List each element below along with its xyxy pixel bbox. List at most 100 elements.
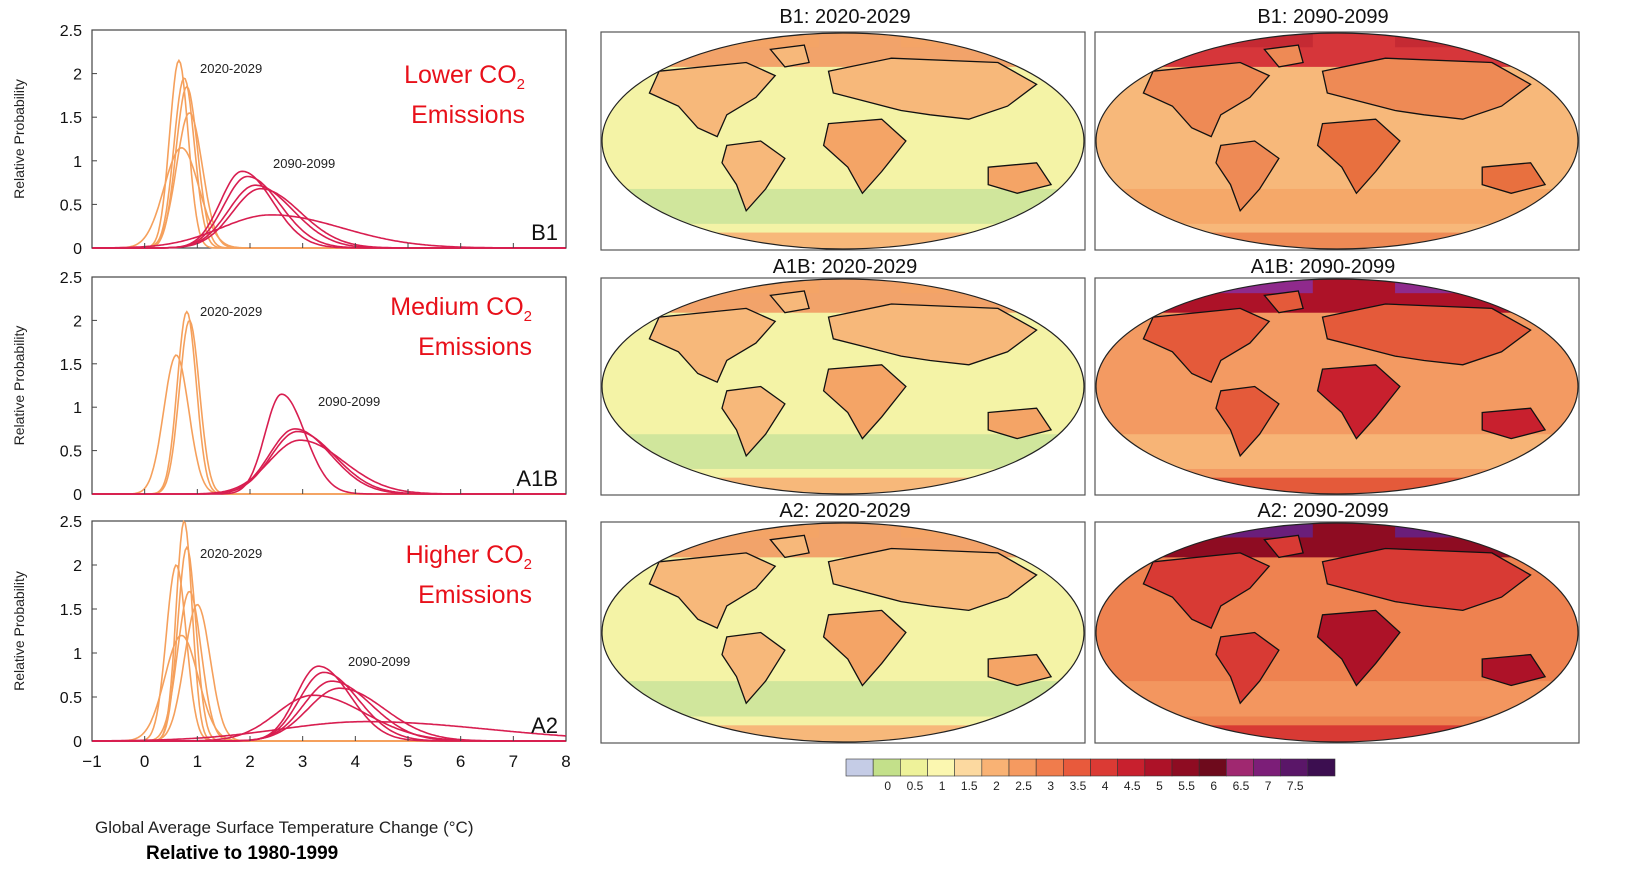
panel-tag: B1 — [531, 220, 558, 245]
colorbar-swatch — [927, 758, 955, 777]
y-tick-label: 0.5 — [60, 690, 82, 707]
landmass-eurasia — [827, 57, 1038, 120]
colorbar-swatch — [1226, 758, 1254, 777]
map-panel — [600, 31, 1086, 251]
y-tick-label: 1 — [73, 154, 82, 171]
x-axis-subtitle: Relative to 1980-1999 — [146, 843, 339, 864]
map-outline — [601, 522, 1085, 743]
scenario-label-a1b: Medium CO2 Emissions — [390, 293, 532, 361]
x-tick-label: 1 — [193, 752, 202, 771]
southern-ocean-band — [1096, 188, 1578, 224]
y-tick-label: 2 — [73, 558, 82, 575]
x-tick-label: 3 — [298, 752, 307, 771]
colorbar-swatch — [1035, 758, 1064, 777]
map-title-a1b-early: A1B: 2020-2029 — [772, 256, 918, 278]
x-tick-label: 8 — [561, 752, 570, 771]
colorbar-label: 6.5 — [1233, 779, 1250, 793]
map-panel — [1094, 521, 1580, 744]
early-period-label: 2020-2029 — [200, 546, 262, 561]
landmass-australia — [987, 407, 1053, 440]
y-tick-label: 1.5 — [60, 602, 82, 619]
colorbar-swatch — [1307, 758, 1336, 777]
colorbar-swatch — [1117, 758, 1146, 777]
colorbar-label: 4 — [1102, 779, 1109, 793]
colorbar-label: 3.5 — [1070, 779, 1087, 793]
southern-ocean-band — [602, 188, 1084, 224]
map-panel — [1094, 31, 1580, 251]
panel-tag: A2 — [531, 713, 558, 738]
southern-ocean-band — [602, 681, 1084, 717]
landmass-australia — [1481, 653, 1547, 687]
y-tick-label: 2 — [73, 67, 82, 84]
landmass-south-america — [1215, 631, 1280, 705]
pdf-panel-a1b: 2.5 2 1.5 1 0.5 0 Relative Probability A1B 2020-… — [11, 270, 567, 504]
landmass-africa — [822, 364, 907, 440]
y-tick-label: 0.5 — [60, 444, 82, 461]
map-title-a2-early: A2: 2020-2029 — [779, 500, 911, 522]
colorbar-swatch — [1171, 758, 1200, 777]
colorbar-swatch — [981, 758, 1010, 777]
y-axis-label: Relative Probability — [11, 326, 27, 446]
colorbar-swatch — [1253, 758, 1281, 777]
map-title-b1-late: B1: 2090-2099 — [1257, 6, 1389, 28]
landmass-africa — [1316, 609, 1401, 687]
landmass-eurasia — [1321, 303, 1532, 366]
landmass-eurasia — [1321, 57, 1532, 120]
landmass-north-america — [1142, 552, 1271, 629]
landmass-eurasia — [1321, 547, 1532, 612]
map-outline — [601, 278, 1085, 495]
colorbar-swatch — [954, 758, 983, 777]
late-period-label: 2090-2099 — [273, 156, 335, 171]
landmass-greenland — [769, 534, 810, 559]
y-tick-label: 2.5 — [60, 270, 82, 287]
southern-ocean-band — [1096, 681, 1578, 717]
landmass-africa — [822, 609, 907, 687]
map-outline — [1095, 522, 1579, 743]
y-tick-label: 1.5 — [60, 110, 82, 127]
y-axis-label: Relative Probability — [11, 79, 27, 199]
landmass-south-america — [721, 631, 786, 705]
map-outline — [1095, 32, 1579, 250]
pdf-panel-b1: 2.5 2 1.5 1 0.5 0 Relative Probability B1 2020-2… — [11, 23, 567, 258]
x-tick-label: 0 — [140, 752, 149, 771]
colorbar-label: 1.5 — [961, 779, 978, 793]
landmass-eurasia — [827, 547, 1038, 612]
colorbar-swatch — [900, 758, 928, 777]
x-tick-label: 2 — [245, 752, 254, 771]
colorbar-swatch — [1280, 758, 1309, 777]
pdf-panels: 2.5 2 1.5 1 0.5 0 Relative Probability B1 2020-2… — [11, 23, 571, 771]
pdf-panel-a2: 2.5 2 1.5 1 0.5 0 Relative Probability A2 2020-2… — [11, 514, 571, 771]
early-period-label: 2020-2029 — [200, 61, 262, 76]
y-axis-label: Relative Probability — [11, 571, 27, 691]
colorbar-label: 3 — [1047, 779, 1054, 793]
colorbar-label: 5.5 — [1178, 779, 1195, 793]
colorbar-label: 4.5 — [1124, 779, 1141, 793]
panel-tag: A1B — [516, 466, 558, 491]
x-tick-label: 5 — [403, 752, 412, 771]
landmass-africa — [1316, 364, 1401, 440]
pdf-curve-2090-2099 — [92, 720, 567, 742]
landmass-africa — [822, 118, 907, 195]
x-tick-label: 7 — [509, 752, 518, 771]
x-axis-title: Global Average Surface Temperature Chang… — [95, 818, 474, 837]
colorbar-label: 2 — [993, 779, 1000, 793]
map-panels — [600, 31, 1580, 744]
landmass-australia — [1481, 162, 1547, 194]
map-title-a2-late: A2: 2090-2099 — [1257, 500, 1389, 522]
landmass-greenland — [1263, 534, 1304, 559]
map-panel — [600, 277, 1086, 496]
colorbar-swatch — [1198, 758, 1227, 777]
y-tick-label: 1.5 — [60, 357, 82, 374]
landmass-greenland — [1263, 290, 1304, 314]
landmass-greenland — [1263, 44, 1304, 68]
y-tick-label: 0.5 — [60, 197, 82, 214]
y-tick-label: 2 — [73, 313, 82, 330]
landmass-north-america — [648, 61, 777, 138]
landmass-australia — [1481, 407, 1547, 440]
y-tick-label: 1 — [73, 646, 82, 663]
map-outline — [601, 32, 1085, 250]
colorbar-label: 5 — [1156, 779, 1163, 793]
pdf-curve-2090-2099 — [92, 214, 566, 249]
scenario-label-b1: Lower CO2 Emissions — [404, 61, 525, 129]
landmass-north-america — [648, 552, 777, 629]
